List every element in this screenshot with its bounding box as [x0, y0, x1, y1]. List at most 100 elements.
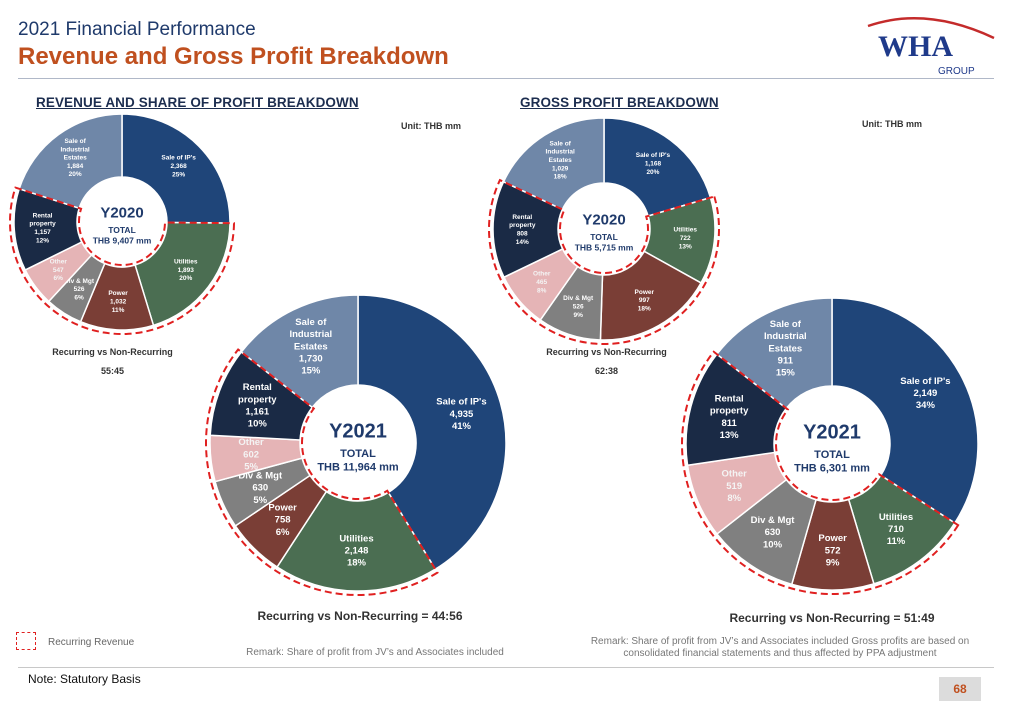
recurring-outline	[488, 178, 720, 345]
slice-label-line: 18%	[638, 305, 651, 312]
slice-label-line: 6%	[276, 526, 290, 537]
center-total-value: THB 11,964 mm	[317, 462, 399, 474]
slice-label-line: 6%	[54, 275, 64, 282]
center-total-label: TOTAL	[340, 448, 376, 460]
gross-2020-donut: Sale of IP's 1,168 20% Utilities 722 13% Power…	[488, 117, 720, 345]
slice-label-line: Power	[268, 502, 297, 513]
footer-note: Note: Statutory Basis	[28, 672, 141, 686]
slice-label-line: 2,148	[345, 545, 369, 556]
slice-label-line: 6%	[74, 294, 84, 301]
slice-label-line: 4,935	[450, 408, 474, 419]
slice-label-utilities: Utilities 710 11%	[879, 511, 913, 546]
slice-label-rental-property: Rental property 811 13%	[710, 393, 749, 440]
slice-label-line: Rental	[512, 214, 532, 221]
slice-label-line: 10%	[248, 418, 268, 429]
slice-label-other: Other 602 5%	[238, 437, 264, 472]
slice-label-other: Other 465 8%	[533, 270, 551, 294]
gross-2021-donut: Sale of IP's 2,149 34% Utilities 710 11% Power…	[681, 297, 979, 595]
slice-label-line: 20%	[69, 171, 82, 178]
slice-label-line: property	[509, 222, 536, 229]
slice-label-sale-of-ips: Sale of IP's 2,368 25%	[161, 154, 196, 178]
logo-subtext: GROUP	[938, 66, 975, 77]
slice-label-line: 8%	[537, 287, 547, 294]
slice-label-line: Utilities	[339, 533, 373, 544]
slice-label-line: 12%	[36, 237, 49, 244]
center-total-label: TOTAL	[814, 449, 850, 461]
slice-sale-of-ips	[603, 117, 712, 217]
logo-swoosh	[867, 17, 995, 40]
slice-label-div-mgt: Div & Mgt 526 9%	[563, 295, 594, 319]
slice-label-line: Div & Mgt	[238, 470, 283, 481]
slide-title: Revenue and Gross Profit Breakdown	[18, 43, 449, 70]
center-year: Y2020	[582, 212, 625, 229]
slice-label-line: Utilities	[174, 258, 198, 265]
slice-label-line: 811	[721, 417, 737, 428]
slice-label-line: 519	[726, 480, 742, 491]
revenue-2020-recurring-label: Recurring vs Non-Recurring	[52, 347, 173, 357]
slice-label-line: Other	[722, 468, 748, 479]
slice-label-line: 1,893	[178, 266, 195, 273]
slice-label-line: 630	[252, 482, 268, 493]
center-total-value: THB 6,301 mm	[794, 463, 870, 475]
slice-label-utilities: Utilities 722 13%	[674, 226, 698, 250]
slice-label-line: 9%	[826, 557, 840, 568]
slice-label-line: Sale of IP's	[436, 396, 486, 407]
footer-divider	[18, 667, 994, 668]
slice-label-industrial-estates: Sale of Industrial Estates 1,029 18%	[546, 140, 575, 180]
slice-label-line: 710	[888, 524, 904, 535]
recurring-outline	[205, 348, 439, 596]
slice-label-line: Div & Mgt	[64, 277, 95, 284]
slide-header: 2021 Financial Performance Revenue and G…	[18, 18, 449, 72]
slice-label-line: 5%	[253, 494, 267, 505]
slice-label-power: Power 572 9%	[818, 533, 847, 568]
slice-label-line: Estates	[294, 341, 328, 352]
slide-supertitle: 2021 Financial Performance	[18, 19, 256, 40]
recurring-outline	[681, 350, 960, 595]
slice-label-rental-property: Rental property 808 14%	[509, 214, 536, 246]
slice-label-div-mgt: Div & Mgt 526 6%	[64, 277, 95, 301]
slice-label-line: Div & Mgt	[563, 295, 594, 302]
revenue-2021-donut: Sale of IP's 4,935 41% Utilities 2,148 18% Pow…	[205, 294, 507, 596]
slice-label-other: Other 519 8%	[722, 468, 748, 503]
gross-profit-section-heading: GROSS PROFIT BREAKDOWN	[520, 95, 719, 110]
gross-unit-label: Unit: THB mm	[862, 119, 922, 129]
slice-sale-of-ips	[357, 294, 507, 571]
slice-industrial-estates	[502, 117, 605, 211]
slice-label-line: 2,149	[914, 388, 938, 399]
wha-group-logo: WHA GROUP	[867, 17, 995, 77]
recurring-revenue-legend-label: Recurring Revenue	[48, 637, 135, 648]
center-total-label: TOTAL	[590, 232, 618, 242]
slice-label-line: Sale of IP's	[161, 154, 196, 161]
slice-label-industrial-estates: Sale of Industrial Estates 911 15%	[764, 319, 807, 379]
slice-label-line: Sale of	[770, 319, 802, 330]
slice-label-line: 911	[778, 355, 794, 366]
slice-label-line: 2,368	[170, 163, 187, 170]
slice-label-rental-property: Rental property 1,161 10%	[238, 382, 277, 429]
slice-label-line: 1,157	[34, 229, 51, 236]
slice-industrial-estates	[18, 113, 123, 210]
slice-label-line: Sale of	[550, 140, 572, 147]
slice-label-line: Estates	[549, 157, 573, 164]
slice-label-utilities: Utilities 1,893 20%	[174, 258, 198, 282]
slice-label-line: 1,168	[645, 160, 662, 167]
gross-2020-recurring-label: Recurring vs Non-Recurring	[546, 347, 667, 357]
slice-label-power: Power 758 6%	[268, 502, 297, 537]
slice-label-line: Sale of	[64, 138, 86, 145]
slice-label-div-mgt: Div & Mgt 630 5%	[238, 470, 283, 505]
slice-label-sale-of-ips: Sale of IP's 1,168 20%	[636, 152, 671, 176]
slice-label-line: 602	[243, 449, 259, 460]
slice-label-line: 1,029	[552, 165, 569, 172]
slice-label-line: 14%	[516, 239, 529, 246]
slice-label-other: Other 547 6%	[50, 258, 68, 282]
slice-label-utilities: Utilities 2,148 18%	[339, 533, 373, 568]
slice-label-line: Estates	[64, 154, 88, 161]
slice-label-line: 630	[765, 527, 781, 538]
slice-label-line: 13%	[720, 430, 740, 441]
slice-label-line: 526	[74, 286, 85, 293]
slice-label-sale-of-ips: Sale of IP's 4,935 41%	[436, 396, 486, 431]
slice-label-line: Estates	[768, 343, 802, 354]
slice-label-line: Other	[238, 437, 264, 448]
center-total-label: TOTAL	[108, 225, 136, 235]
slice-label-line: Industrial	[764, 331, 807, 342]
